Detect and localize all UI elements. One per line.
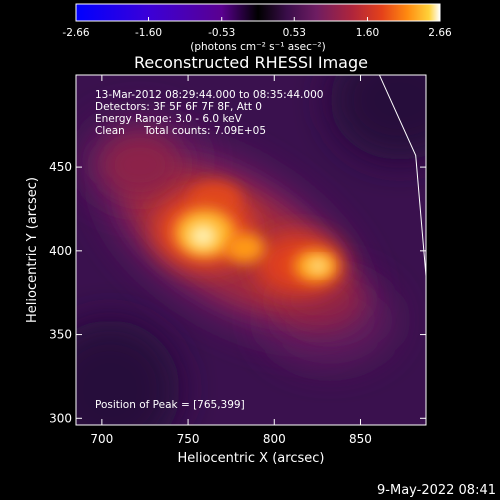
colorbar-unit-label: (photons cm⁻² s⁻¹ asec⁻²) — [190, 41, 325, 53]
info-time-range: 13-Mar-2012 08:29:44.000 to 08:35:44.000 — [95, 89, 323, 101]
emission-core-east — [309, 259, 327, 273]
x-tick-label: 700 — [90, 432, 113, 446]
colorbar-tick-label: 2.66 — [428, 27, 452, 39]
x-tick-label: 850 — [349, 432, 372, 446]
plot-frame — [75, 74, 427, 426]
dark-region-lower-left — [76, 320, 180, 425]
colorbar-tick-label: 1.60 — [356, 27, 379, 39]
y-tick-label: 450 — [49, 160, 72, 174]
y-tick-label: 300 — [49, 411, 72, 425]
colorbar-strip — [75, 3, 441, 22]
x-axis-ticks: 700 750 800 850 — [90, 75, 372, 446]
info-annotations: 13-Mar-2012 08:29:44.000 to 08:35:44.000… — [95, 89, 323, 411]
footer-timestamp: 9-May-2022 08:41 — [377, 483, 496, 498]
info-detectors: Detectors: 3F 5F 6F 7F 8F, Att 0 — [95, 101, 262, 113]
y-axis-title: Heliocentric Y (arcsec) — [25, 177, 40, 323]
emission-core-west — [189, 224, 217, 248]
emission-mid-layer-nw — [100, 133, 180, 197]
plot-title: Reconstructed RHESSI Image — [134, 53, 368, 72]
colorbar-tick-label: -2.66 — [62, 27, 89, 39]
y-tick-label: 350 — [49, 328, 72, 342]
x-tick-label: 750 — [177, 432, 200, 446]
colorbar-ticks: -2.66 -1.60 -0.53 0.53 1.60 2.66 — [62, 17, 452, 39]
info-clean-label: Clean — [95, 125, 125, 137]
x-axis-title: Heliocentric X (arcsec) — [178, 451, 325, 466]
heatmap-image — [76, 75, 426, 425]
emission-yellow-mid — [225, 233, 265, 263]
info-total-counts: Total counts: 7.09E+05 — [143, 125, 266, 137]
colorbar-tick-label: 0.53 — [283, 27, 306, 39]
solar-limb-line — [378, 75, 426, 277]
colorbar-tick-label: -0.53 — [208, 27, 235, 39]
colorbar-tick-label: -1.60 — [135, 27, 162, 39]
dark-region-upper-right — [330, 75, 426, 160]
x-tick-label: 800 — [263, 432, 286, 446]
y-tick-label: 400 — [49, 244, 72, 258]
info-peak-position: Position of Peak = [765,399] — [95, 399, 245, 411]
y-axis-ticks: 300 350 400 450 — [49, 160, 426, 425]
info-energy-range: Energy Range: 3.0 - 6.0 keV — [95, 113, 243, 125]
emission-orange-north — [189, 182, 241, 218]
plot-axes: 700 750 800 850 300 350 400 450 Heliocentric X… — [25, 74, 427, 466]
colorbar: -2.66 -1.60 -0.53 0.53 1.60 2.66 (photons cm⁻… — [62, 3, 452, 53]
